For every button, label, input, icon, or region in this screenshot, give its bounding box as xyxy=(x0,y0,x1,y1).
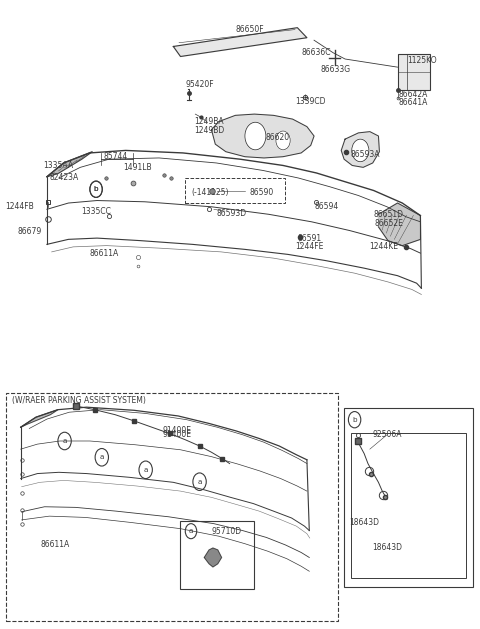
Text: 95710D: 95710D xyxy=(212,526,241,536)
Text: b: b xyxy=(94,186,98,192)
Text: a: a xyxy=(197,479,202,485)
Text: 86611A: 86611A xyxy=(40,540,70,550)
Text: 86642A: 86642A xyxy=(398,89,428,99)
Polygon shape xyxy=(378,203,420,245)
Text: 1244FB: 1244FB xyxy=(5,203,34,211)
Bar xyxy=(344,408,473,587)
Text: 86651D: 86651D xyxy=(374,210,404,219)
Circle shape xyxy=(352,139,369,162)
Bar xyxy=(6,392,338,621)
Text: 1249BA: 1249BA xyxy=(194,117,224,126)
Text: b: b xyxy=(352,416,357,423)
Text: 86679: 86679 xyxy=(17,227,41,237)
Text: 86591: 86591 xyxy=(297,233,321,243)
Text: 86594: 86594 xyxy=(315,203,339,211)
Text: 18643D: 18643D xyxy=(349,518,379,527)
Text: a: a xyxy=(189,528,193,534)
Text: 1249BD: 1249BD xyxy=(194,126,224,135)
Polygon shape xyxy=(341,131,379,167)
Text: 1335AA: 1335AA xyxy=(43,161,73,170)
Text: 86593A: 86593A xyxy=(350,150,380,159)
Text: 86620: 86620 xyxy=(265,133,289,142)
Text: a: a xyxy=(100,454,104,460)
Text: 86636C: 86636C xyxy=(302,48,331,57)
Bar xyxy=(351,433,466,577)
Text: 86650F: 86650F xyxy=(235,25,264,34)
Polygon shape xyxy=(212,114,314,158)
Text: 91400E: 91400E xyxy=(163,426,192,435)
Text: b: b xyxy=(94,186,98,192)
Text: 95420F: 95420F xyxy=(185,79,214,89)
Text: 82423A: 82423A xyxy=(49,174,78,182)
Text: 1244KE: 1244KE xyxy=(370,242,399,252)
Text: (-141125): (-141125) xyxy=(192,188,229,197)
Text: 85744: 85744 xyxy=(104,152,128,161)
Text: a: a xyxy=(62,438,67,444)
Text: 86611A: 86611A xyxy=(90,248,119,258)
Text: 1339CD: 1339CD xyxy=(296,97,326,106)
Text: 86593D: 86593D xyxy=(216,209,247,218)
Text: (W/RAER PARKING ASSIST SYSTEM): (W/RAER PARKING ASSIST SYSTEM) xyxy=(12,396,146,406)
Polygon shape xyxy=(173,28,307,57)
Text: 92506A: 92506A xyxy=(372,430,402,439)
Circle shape xyxy=(276,131,290,150)
Bar xyxy=(180,521,254,589)
Polygon shape xyxy=(204,548,221,567)
Text: 1125KO: 1125KO xyxy=(408,57,437,65)
Text: a: a xyxy=(144,467,148,473)
Polygon shape xyxy=(21,409,58,427)
Text: 86641A: 86641A xyxy=(398,98,428,108)
Text: 1491LB: 1491LB xyxy=(123,163,152,172)
Bar xyxy=(397,54,430,91)
Text: 86590: 86590 xyxy=(250,188,274,197)
Text: 86652E: 86652E xyxy=(374,219,403,228)
Circle shape xyxy=(245,122,266,150)
Polygon shape xyxy=(47,152,92,177)
Text: 1244FE: 1244FE xyxy=(295,242,324,252)
Text: 91400E: 91400E xyxy=(163,430,192,439)
Text: 1335CC: 1335CC xyxy=(81,207,111,216)
Text: 86633G: 86633G xyxy=(321,65,350,74)
Bar xyxy=(185,178,286,203)
Text: 18643D: 18643D xyxy=(372,543,402,552)
